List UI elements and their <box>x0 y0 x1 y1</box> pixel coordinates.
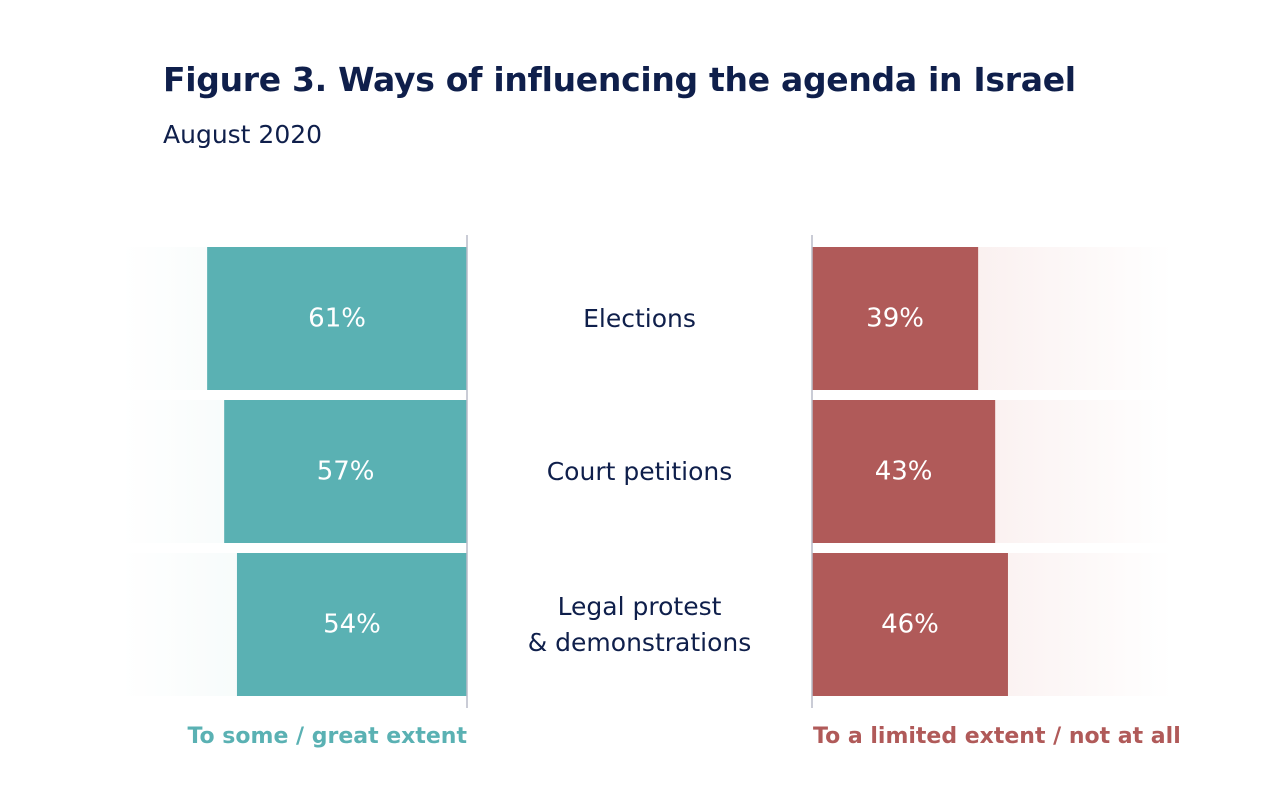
bar-negative <box>812 400 996 543</box>
bar-positive <box>224 400 467 543</box>
legend-negative: To a limited extent / not at all <box>813 724 1181 749</box>
bar-negative <box>812 553 1008 696</box>
bar-label-negative: 46% <box>881 610 939 640</box>
bar-positive <box>236 553 467 696</box>
bar-label-positive: 61% <box>308 304 366 334</box>
bar-label-positive: 54% <box>323 610 381 640</box>
bar-negative <box>812 247 979 390</box>
chart-subtitle: August 2020 <box>163 120 323 149</box>
bar-label-negative: 39% <box>866 304 924 334</box>
bar-positive <box>207 247 467 390</box>
chart-title: Figure 3. Ways of influencing the agenda… <box>163 60 1076 99</box>
legend-positive: To some / great extent <box>187 724 467 749</box>
bar-label-negative: 43% <box>875 457 933 487</box>
category-label: Legal protest & demonstrations <box>528 592 752 657</box>
category-label: Elections <box>583 304 696 333</box>
bar-label-positive: 57% <box>317 457 375 487</box>
category-label: Court petitions <box>547 457 733 486</box>
